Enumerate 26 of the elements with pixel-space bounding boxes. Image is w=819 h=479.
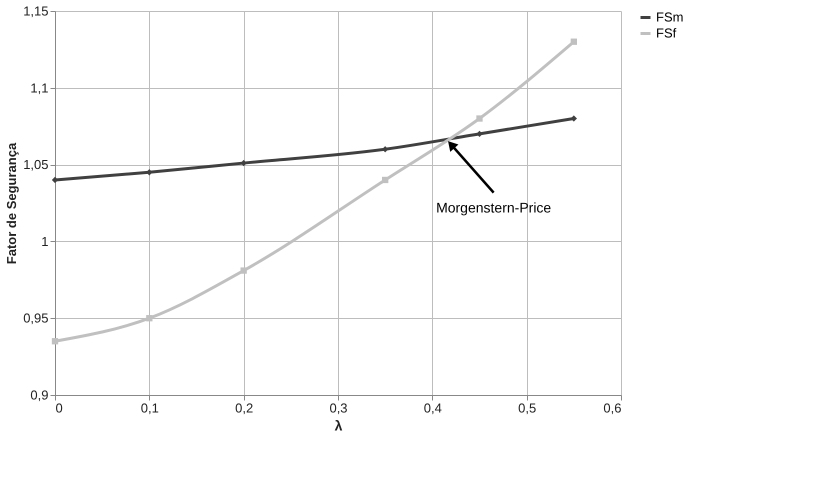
point (570, 115, 577, 122)
y-axis-title: Fator de Segurança (4, 142, 20, 264)
x-tick-label: 0,2 (235, 400, 254, 416)
x-tick-label: 0,3 (329, 400, 348, 416)
y-tick-label: 1,05 (23, 157, 48, 172)
point (240, 160, 247, 166)
x-tick-label: 0,1 (140, 400, 159, 416)
legend-label: FSm (656, 10, 684, 24)
y-tick-label: 0,95 (23, 310, 48, 326)
x-tick-label: 0,6 (603, 400, 622, 416)
point (476, 115, 483, 122)
y-tick-label: 1,1 (30, 80, 48, 96)
y-tick-label: 0,9 (30, 388, 48, 402)
x-tick-label: 0,4 (424, 400, 442, 416)
point (570, 38, 577, 45)
x-tick-label: 0 (56, 400, 63, 416)
point (240, 267, 247, 274)
legend-label: FSf (656, 26, 677, 40)
y-tick-label: 1 (41, 234, 48, 249)
point (146, 315, 152, 322)
y-tick-label: 1,15 (23, 4, 48, 18)
point (382, 176, 388, 184)
annotation: Morgenstern-Price (436, 200, 552, 216)
x-axis-title: λ (334, 418, 343, 434)
point (52, 338, 58, 344)
x-tick-label: 0,5 (518, 400, 536, 416)
